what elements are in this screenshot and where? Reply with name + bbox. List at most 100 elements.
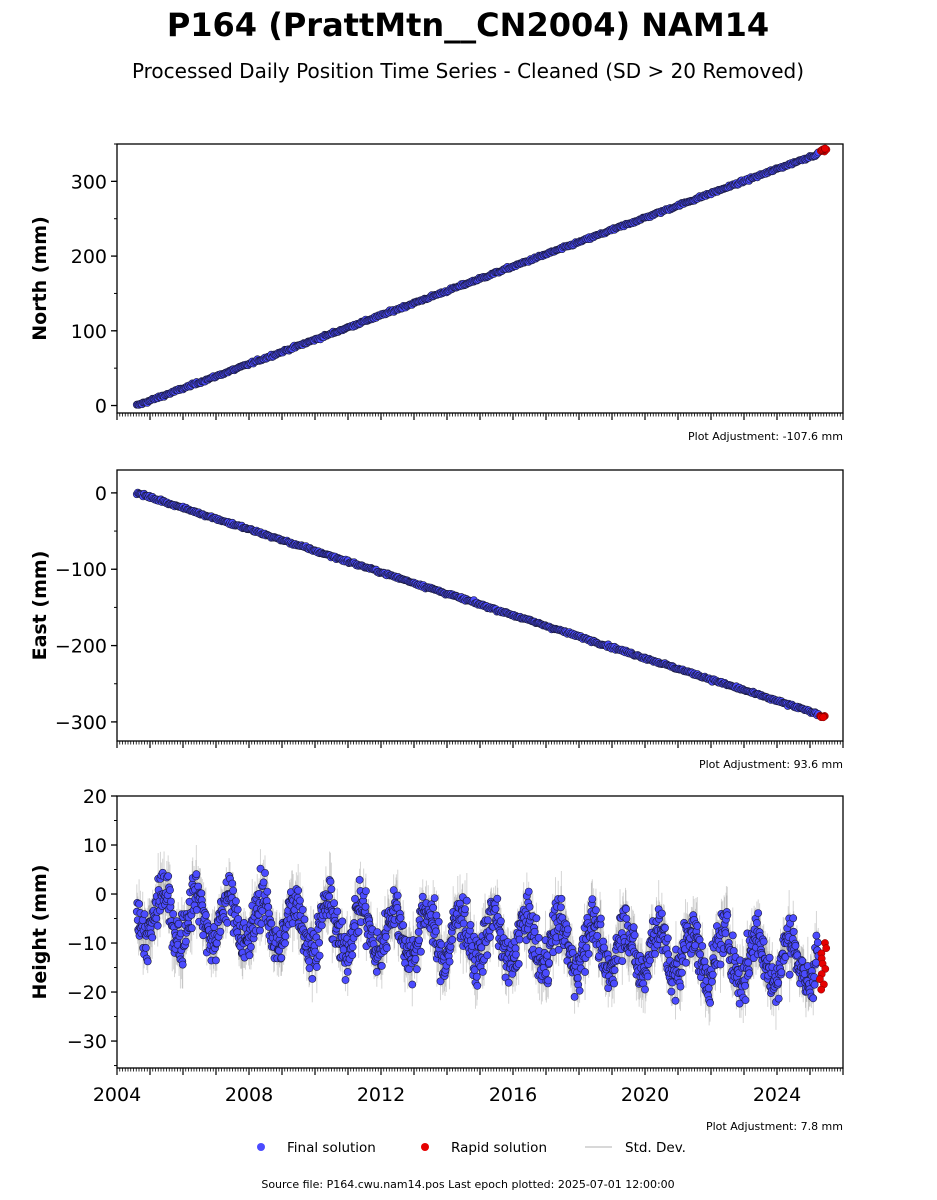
rapid-point <box>822 944 831 953</box>
y-tick-label: 0 <box>95 884 107 906</box>
final-point <box>708 977 716 986</box>
final-point <box>164 872 173 881</box>
final-point <box>741 981 749 990</box>
final-point <box>348 951 357 959</box>
final-point <box>153 921 162 930</box>
final-point <box>545 959 553 967</box>
final-point <box>418 892 427 901</box>
final-point <box>258 906 267 915</box>
final-point <box>408 980 417 989</box>
final-point <box>223 919 232 927</box>
final-point <box>141 944 150 952</box>
final-point <box>341 976 350 984</box>
y-tick-label: 200 <box>71 246 107 268</box>
y-tick-label: 20 <box>83 786 107 808</box>
y-tick-label: −20 <box>67 982 107 1004</box>
final-point <box>473 981 482 990</box>
final-point <box>399 921 408 930</box>
final-point <box>396 914 405 922</box>
final-point <box>721 929 730 938</box>
rapid-series-height <box>816 939 831 994</box>
final-point <box>514 960 523 968</box>
final-point <box>789 914 798 923</box>
final-point <box>315 938 323 947</box>
final-point <box>411 955 420 963</box>
final-point <box>512 950 520 959</box>
final-point <box>791 941 800 950</box>
final-point <box>143 957 152 966</box>
panel-east: 0 −100 −200 −300 East (mm) Plot Adjustment: 9… <box>29 469 844 771</box>
rapid-point <box>821 144 829 153</box>
final-point <box>542 969 550 977</box>
plot-area-east <box>132 488 829 722</box>
final-point <box>416 947 425 956</box>
final-point <box>181 937 190 946</box>
final-point <box>351 895 359 903</box>
final-point <box>581 968 589 976</box>
final-point <box>496 917 505 926</box>
rapid-point <box>819 713 828 722</box>
y-tick-label: −30 <box>67 1031 107 1053</box>
final-point <box>618 957 627 965</box>
y-tick-label: −300 <box>55 712 107 734</box>
plot-adjustment-note: Plot Adjustment: -107.6 mm <box>688 430 843 443</box>
final-point <box>592 906 600 915</box>
final-point <box>431 927 440 936</box>
final-point <box>745 969 754 978</box>
chart-subtitle: Processed Daily Position Time Series - C… <box>132 59 804 83</box>
final-point <box>414 928 423 936</box>
final-point <box>557 903 565 912</box>
final-point <box>575 986 584 995</box>
final-point <box>610 966 619 974</box>
final-point <box>477 943 486 952</box>
final-point <box>216 927 225 936</box>
final-point <box>532 914 541 923</box>
final-point <box>169 910 178 918</box>
final-point <box>135 900 143 908</box>
final-point <box>723 911 732 920</box>
final-point <box>415 936 423 945</box>
plot-area-height <box>132 845 831 1030</box>
final-point <box>741 996 750 1004</box>
final-point <box>315 951 324 960</box>
final-point <box>700 957 709 966</box>
final-point <box>330 899 338 908</box>
final-point <box>478 968 487 976</box>
final-point <box>525 903 534 911</box>
final-point <box>622 905 630 913</box>
final-point <box>327 885 336 894</box>
final-point <box>698 942 707 950</box>
final-point <box>338 917 347 926</box>
final-point <box>543 951 552 960</box>
final-point <box>197 889 206 898</box>
final-point <box>382 944 391 952</box>
final-point <box>641 985 649 994</box>
final-point <box>354 927 363 936</box>
final-point <box>381 932 390 941</box>
final-point <box>466 921 475 929</box>
final-point <box>267 919 276 928</box>
final-point <box>377 962 386 970</box>
final-point <box>459 919 468 928</box>
y-tick-label: −200 <box>55 636 107 658</box>
final-point <box>264 903 273 911</box>
final-point <box>228 879 237 888</box>
final-point <box>166 897 175 906</box>
final-point <box>584 950 593 958</box>
final-point <box>246 943 255 951</box>
plot-area-north <box>132 144 831 409</box>
final-point <box>430 894 439 902</box>
final-point <box>201 911 210 920</box>
final-point <box>300 915 309 924</box>
final-point <box>256 926 264 935</box>
final-point <box>461 905 469 914</box>
final-point <box>812 931 821 940</box>
final-point <box>245 951 254 960</box>
final-point <box>491 905 500 913</box>
final-point <box>343 968 352 976</box>
y-axis-label: East (mm) <box>29 551 51 661</box>
y-axis-label: North (mm) <box>29 216 51 341</box>
final-point <box>312 963 321 971</box>
